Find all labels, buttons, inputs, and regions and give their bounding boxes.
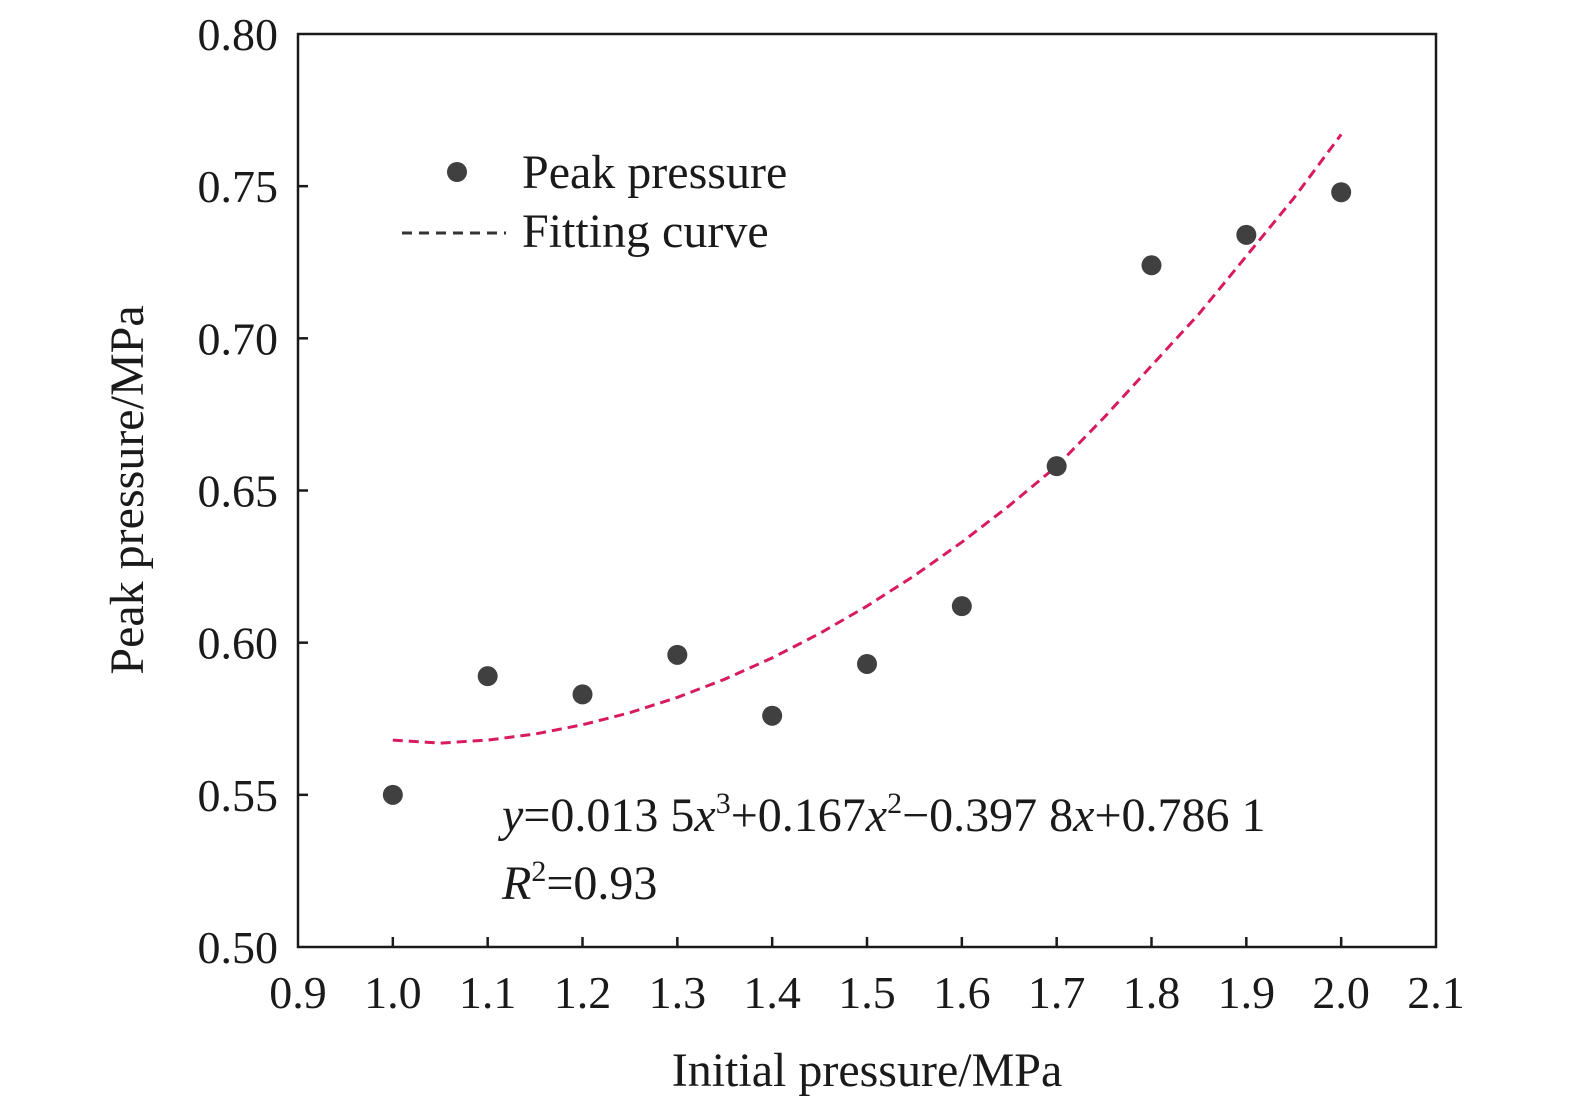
x-tick-label: 1.9 [1218, 967, 1276, 1018]
y-axis-title: Peak pressure/MPa [101, 305, 154, 674]
peak-pressure-point [1236, 224, 1257, 245]
fit-equation: y=0.013 5x3+0.167x2−0.397 8x+0.786 1 [497, 787, 1266, 842]
eq-part-1: =0.013 5 [523, 789, 694, 842]
r-squared: R2=0.93 [501, 855, 657, 910]
y-tick-label: 0.70 [198, 313, 279, 364]
peak-pressure-point [572, 684, 593, 705]
y-tick-label: 0.65 [198, 466, 279, 517]
x-tick-label: 1.0 [364, 967, 422, 1018]
eq-part-4: +0.786 1 [1094, 789, 1265, 842]
x-tick-label: 1.3 [649, 967, 707, 1018]
r-sup: 2 [531, 855, 546, 888]
x-tick-label: 1.2 [554, 967, 612, 1018]
eq-x-var-2: x [865, 789, 887, 842]
eq-part-2: +0.167 [731, 789, 866, 842]
peak-pressure-point [762, 705, 783, 726]
eq-sup-1: 3 [716, 787, 731, 820]
x-axis-ticks: 0.9 1.0 1.1 1.2 1.3 1.4 1.5 1.6 1.7 1.8 1.9 2.0 2.1 [269, 937, 1465, 1018]
eq-y-var: y [497, 789, 524, 842]
peak-pressure-point [951, 596, 972, 617]
peak-pressure-point [382, 784, 403, 805]
x-tick-label: 0.9 [269, 967, 327, 1018]
eq-part-3: −0.397 8 [902, 789, 1073, 842]
x-tick-label: 1.5 [838, 967, 896, 1018]
x-tick-label: 1.1 [459, 967, 517, 1018]
peak-pressure-point [857, 653, 877, 674]
y-tick-label: 0.60 [198, 618, 279, 669]
eq-x-var-3: x [1072, 789, 1094, 842]
r-value: =0.93 [546, 857, 657, 910]
x-tick-label: 2.1 [1407, 967, 1465, 1018]
x-tick-label: 1.8 [1123, 967, 1181, 1018]
peak-pressure-point [667, 644, 688, 665]
peak-pressure-point [477, 666, 498, 687]
x-tick-label: 1.7 [1028, 967, 1086, 1018]
y-tick-label: 0.55 [198, 770, 279, 821]
x-tick-label: 1.4 [743, 967, 801, 1018]
legend-label-fitting-curve: Fitting curve [522, 205, 769, 258]
y-tick-label: 0.80 [198, 9, 279, 60]
y-axis-ticks: 0.50 0.55 0.60 0.65 0.70 0.75 0.80 [198, 9, 308, 973]
peak-pressure-point [1046, 456, 1067, 477]
fitting-curve-line [392, 133, 1343, 745]
legend-marker-peak-pressure [447, 162, 467, 182]
peak-pressure-point [1331, 182, 1352, 203]
eq-sup-2: 2 [887, 787, 902, 820]
legend-label-peak-pressure: Peak pressure [522, 146, 787, 199]
peak-pressure-point [1141, 255, 1162, 276]
x-tick-label: 2.0 [1312, 967, 1370, 1018]
eq-x-var-1: x [693, 789, 715, 842]
y-tick-label: 0.75 [198, 161, 279, 212]
y-tick-label: 0.50 [198, 922, 279, 973]
r-var: R [501, 857, 531, 910]
legend: Peak pressure Fitting curve [402, 146, 787, 258]
x-tick-label: 1.6 [933, 967, 991, 1018]
series-layer [382, 133, 1352, 805]
x-axis-title: Initial pressure/MPa [672, 1044, 1063, 1097]
